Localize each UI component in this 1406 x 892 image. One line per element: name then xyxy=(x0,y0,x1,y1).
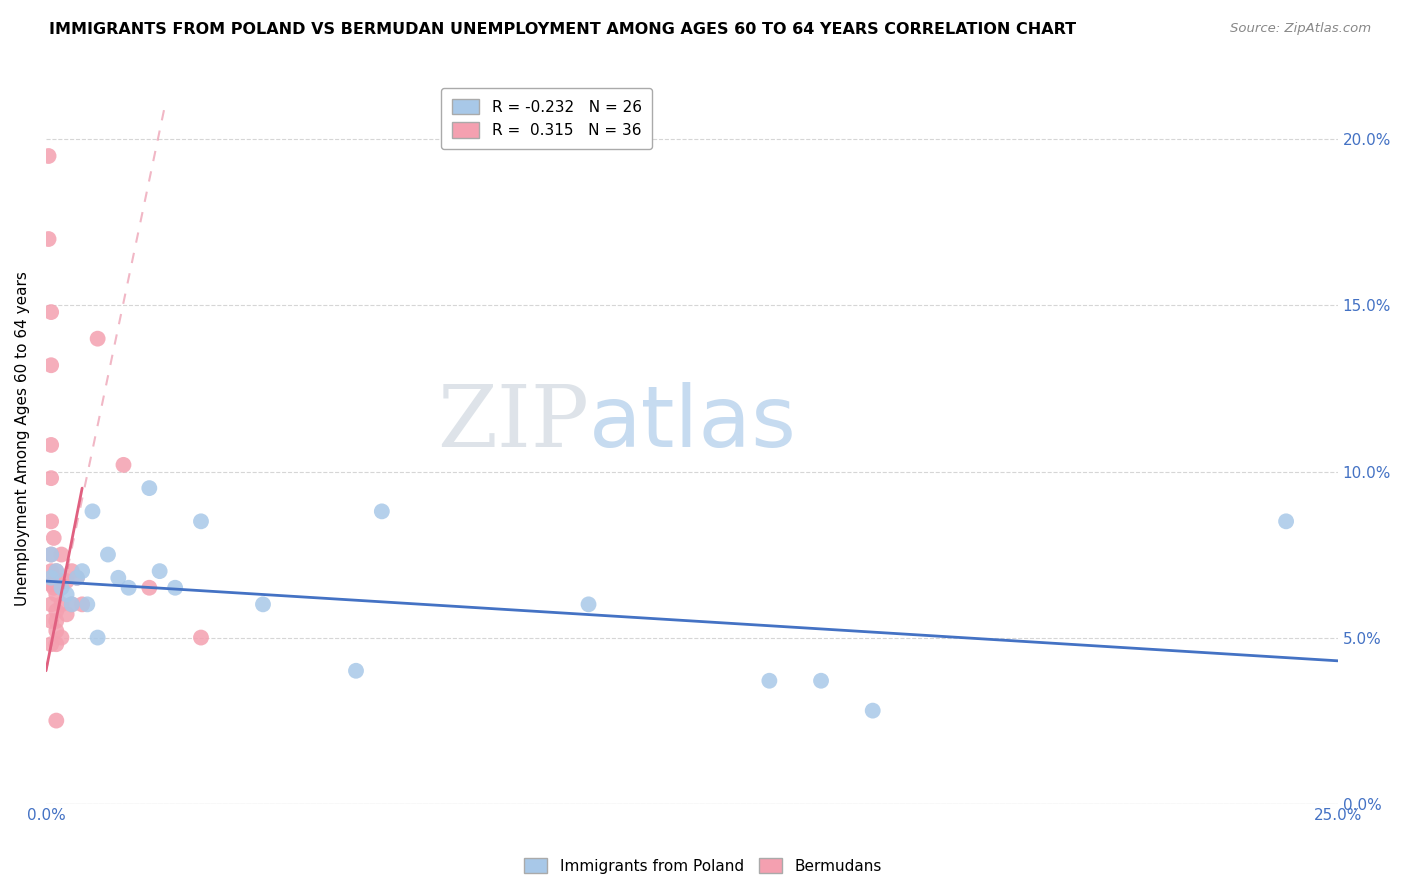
Point xyxy=(51,548,73,562)
Point xyxy=(51,598,73,612)
Point xyxy=(70,598,93,612)
Point xyxy=(86,332,108,346)
Point xyxy=(51,631,73,645)
Point xyxy=(107,571,129,585)
Point xyxy=(190,631,212,645)
Legend: Immigrants from Poland, Bermudans: Immigrants from Poland, Bermudans xyxy=(519,852,887,880)
Point xyxy=(39,305,62,319)
Point xyxy=(86,631,108,645)
Point xyxy=(344,664,367,678)
Point xyxy=(39,614,62,628)
Legend: R = -0.232   N = 26, R =  0.315   N = 36: R = -0.232 N = 26, R = 0.315 N = 36 xyxy=(441,88,652,149)
Point xyxy=(190,514,212,528)
Point xyxy=(38,149,60,163)
Text: IMMIGRANTS FROM POLAND VS BERMUDAN UNEMPLOYMENT AMONG AGES 60 TO 64 YEARS CORREL: IMMIGRANTS FROM POLAND VS BERMUDAN UNEMP… xyxy=(49,22,1077,37)
Point xyxy=(39,548,62,562)
Point xyxy=(39,548,62,562)
Point xyxy=(51,581,73,595)
Point xyxy=(39,598,62,612)
Text: atlas: atlas xyxy=(589,382,797,466)
Point xyxy=(38,232,60,246)
Point xyxy=(60,598,83,612)
Point xyxy=(39,637,62,651)
Text: Source: ZipAtlas.com: Source: ZipAtlas.com xyxy=(1230,22,1371,36)
Point xyxy=(117,581,139,595)
Point xyxy=(45,604,67,618)
Y-axis label: Unemployment Among Ages 60 to 64 years: Unemployment Among Ages 60 to 64 years xyxy=(15,271,30,606)
Point xyxy=(97,548,120,562)
Point xyxy=(55,587,77,601)
Point xyxy=(60,564,83,578)
Point xyxy=(42,581,65,595)
Text: ZIP: ZIP xyxy=(437,382,589,466)
Point xyxy=(45,637,67,651)
Point xyxy=(112,458,135,472)
Point xyxy=(82,504,104,518)
Point xyxy=(39,471,62,485)
Point xyxy=(76,598,98,612)
Point xyxy=(138,581,160,595)
Point xyxy=(149,564,172,578)
Point xyxy=(39,358,62,372)
Point xyxy=(39,514,62,528)
Point xyxy=(51,574,73,588)
Point xyxy=(42,531,65,545)
Point xyxy=(578,598,600,612)
Point xyxy=(45,564,67,578)
Point xyxy=(252,598,274,612)
Point xyxy=(371,504,394,518)
Point xyxy=(55,607,77,622)
Point xyxy=(70,564,93,578)
Point xyxy=(1275,514,1298,528)
Point xyxy=(862,704,884,718)
Point xyxy=(39,564,62,578)
Point xyxy=(39,438,62,452)
Point xyxy=(45,564,67,578)
Point xyxy=(39,577,62,591)
Point xyxy=(45,714,67,728)
Point xyxy=(60,598,83,612)
Point xyxy=(66,571,89,585)
Point xyxy=(138,481,160,495)
Point xyxy=(810,673,832,688)
Point xyxy=(45,587,67,601)
Point xyxy=(66,571,89,585)
Point xyxy=(55,574,77,588)
Point xyxy=(758,673,780,688)
Point xyxy=(45,614,67,628)
Point xyxy=(45,624,67,638)
Point xyxy=(165,581,187,595)
Point xyxy=(39,571,62,585)
